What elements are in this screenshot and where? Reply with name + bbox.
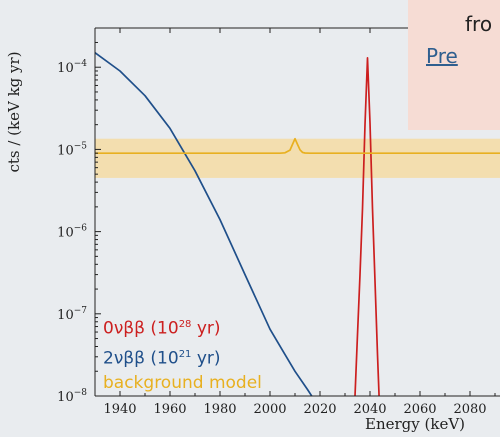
y-tick-label: 10−7 — [57, 306, 87, 323]
x-tick-label: 1940 — [103, 402, 136, 417]
legend-entry-2vbb: 2νββ (1021 yr) — [103, 348, 221, 369]
y-tick-label: 10−5 — [57, 141, 87, 158]
x-tick-label: 2060 — [403, 402, 436, 417]
x-axis-label: Energy (keV) — [365, 415, 465, 433]
legend-entry-background: background model — [103, 373, 262, 394]
legend: 0νββ (1028 yr) 2νββ (1021 yr) background… — [103, 312, 262, 396]
y-tick-label: 10−6 — [57, 224, 87, 241]
series-0vbb-line — [354, 57, 380, 396]
x-tick-label: 2080 — [453, 402, 486, 417]
y-tick-label: 10−8 — [57, 388, 87, 405]
y-tick-label: 10−4 — [57, 59, 87, 76]
y-axis-label: cts / (keV kg yr) — [5, 51, 23, 172]
x-tick-label: 2040 — [353, 402, 386, 417]
series-2vbb-line — [95, 52, 313, 396]
series-background-line — [95, 137, 500, 155]
x-tick-label: 2000 — [253, 402, 286, 417]
x-tick-label: 1960 — [153, 402, 186, 417]
callout-link[interactable]: Pre — [426, 44, 458, 68]
callout-box — [408, 0, 500, 130]
x-tick-label: 1980 — [203, 402, 236, 417]
callout-text: fro — [465, 12, 493, 36]
x-tick-label: 2020 — [303, 402, 336, 417]
legend-entry-0vbb: 0νββ (1028 yr) — [103, 318, 221, 339]
